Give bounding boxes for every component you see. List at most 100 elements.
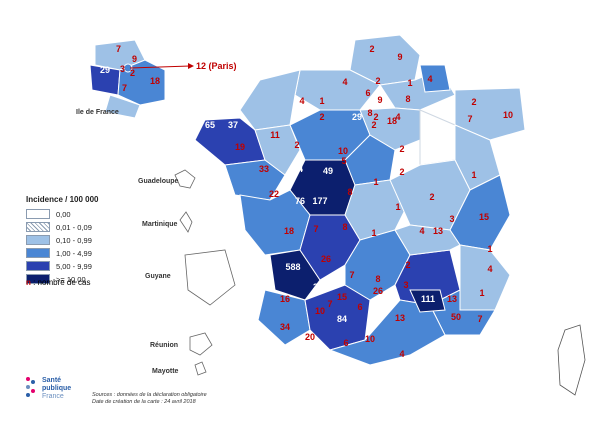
department-value: 2 xyxy=(399,144,404,154)
legend-note: n : nombre de cas xyxy=(26,278,90,287)
department-value: 7 xyxy=(313,224,318,234)
department-value: 8 xyxy=(405,94,410,104)
legend-swatch xyxy=(26,209,50,219)
department-value: 10 xyxy=(338,146,348,156)
department-value: 4 xyxy=(399,349,404,359)
legend-row: 0,10 - 0,99 xyxy=(26,234,92,246)
logo-line1: Santé xyxy=(42,377,62,384)
mayotte-label: Mayotte xyxy=(152,368,179,375)
department-value: 1 xyxy=(395,202,400,212)
note-text: : nombre de cas xyxy=(30,278,91,287)
idf-value: 9 xyxy=(132,54,137,64)
department-value: 2 xyxy=(375,76,380,86)
guyane-label: Guyane xyxy=(145,273,171,280)
department-value: 7 xyxy=(349,270,354,280)
mainland-france xyxy=(194,34,526,366)
guadeloupe-label: Guadeloupe xyxy=(138,178,179,185)
department-value: 18 xyxy=(284,226,294,236)
legend-swatch xyxy=(26,261,50,271)
legend-swatch xyxy=(26,248,50,258)
legend-label: >= 10,00 xyxy=(56,274,86,284)
idf-value: 29 xyxy=(100,65,110,75)
department-value: 4 xyxy=(342,77,347,87)
department-value: 37 xyxy=(313,282,323,292)
guyane-shape xyxy=(184,249,236,306)
department-value: 84 xyxy=(293,164,303,174)
department-value: 2 xyxy=(371,120,376,130)
department-value: 8 xyxy=(342,222,347,232)
department-value: 4 xyxy=(419,226,424,236)
legend-label: 1,00 - 4,99 xyxy=(56,248,92,258)
department-value: 2 xyxy=(429,192,434,202)
department-value: 33 xyxy=(259,164,269,174)
idf-value: 2 xyxy=(130,68,135,78)
legend-swatch xyxy=(26,222,50,232)
paris-callout-arrow xyxy=(129,65,191,69)
department-value: 2 xyxy=(405,260,410,270)
reunion-shape xyxy=(189,332,213,356)
idf-inset xyxy=(89,39,166,119)
department-value: 26 xyxy=(321,254,331,264)
department-value: 2 xyxy=(471,97,476,107)
department-value: 3 xyxy=(403,280,408,290)
department-value: 6 xyxy=(357,302,362,312)
department-value: 7 xyxy=(467,114,472,124)
department-value: 18 xyxy=(387,116,397,126)
department-value: 34 xyxy=(280,322,290,332)
department-value: 177 xyxy=(312,196,327,206)
sources-text: Sources : données de la déclaration obli… xyxy=(92,392,207,406)
department-value: 6 xyxy=(343,338,348,348)
department-value: 2 xyxy=(399,167,404,177)
department-value: 13 xyxy=(433,226,443,236)
department-value: 2 xyxy=(294,140,299,150)
department-value: 26 xyxy=(373,286,383,296)
department-value: 5 xyxy=(341,156,346,166)
department-value: 1 xyxy=(471,170,476,180)
mayotte-shape xyxy=(194,361,207,376)
department-value: 13 xyxy=(395,313,405,323)
department-value: 19 xyxy=(235,142,245,152)
department-value: 588 xyxy=(285,262,300,272)
department-value: 3 xyxy=(449,214,454,224)
legend-title: Incidence / 100 000 xyxy=(26,195,99,204)
department-value: 8 xyxy=(375,274,380,284)
idf-value: 3 xyxy=(120,64,125,74)
sources-line1: Sources : données de la déclaration obli… xyxy=(92,392,207,398)
legend-swatch xyxy=(26,235,50,245)
sources-line2: Date de création de la carte : 24 avril … xyxy=(92,399,196,405)
department-value: 4 xyxy=(395,112,400,122)
department-value: 10 xyxy=(365,334,375,344)
idf-label: Ile de France xyxy=(76,109,119,116)
department-value: 8 xyxy=(347,187,352,197)
department-value: 50 xyxy=(451,312,461,322)
reunion-label: Réunion xyxy=(150,342,178,349)
idf-value: 7 xyxy=(116,44,121,54)
legend-row: 1,00 - 4,99 xyxy=(26,247,92,259)
martinique-label: Martinique xyxy=(142,221,177,228)
note-n: n xyxy=(26,278,31,287)
guadeloupe-shape xyxy=(174,169,196,189)
legend-label: 0,00 xyxy=(56,209,71,219)
department-value: 1 xyxy=(371,228,376,238)
department-value: 1 xyxy=(479,288,484,298)
department-value: 4 xyxy=(487,264,492,274)
department-value: 84 xyxy=(337,314,347,324)
department-value: 11 xyxy=(270,130,280,140)
paris-callout-arrowhead xyxy=(188,63,194,69)
department-value: 65 xyxy=(205,120,215,130)
department-value: 49 xyxy=(323,166,333,176)
department-value: 7 xyxy=(477,314,482,324)
department-value: 111 xyxy=(421,294,435,304)
legend-label: 0,01 - 0,09 xyxy=(56,222,92,232)
department-value: 1 xyxy=(319,96,324,106)
sante-publique-france-logo: Santé publique France xyxy=(26,377,71,401)
department-value: 7 xyxy=(327,299,332,309)
department-value: 1 xyxy=(407,78,412,88)
department-value: 15 xyxy=(479,212,489,222)
department-value: 22 xyxy=(269,189,279,199)
logo-line2: publique xyxy=(42,385,72,392)
department-value: 13 xyxy=(447,294,457,304)
logo-dots-icon xyxy=(26,377,38,399)
